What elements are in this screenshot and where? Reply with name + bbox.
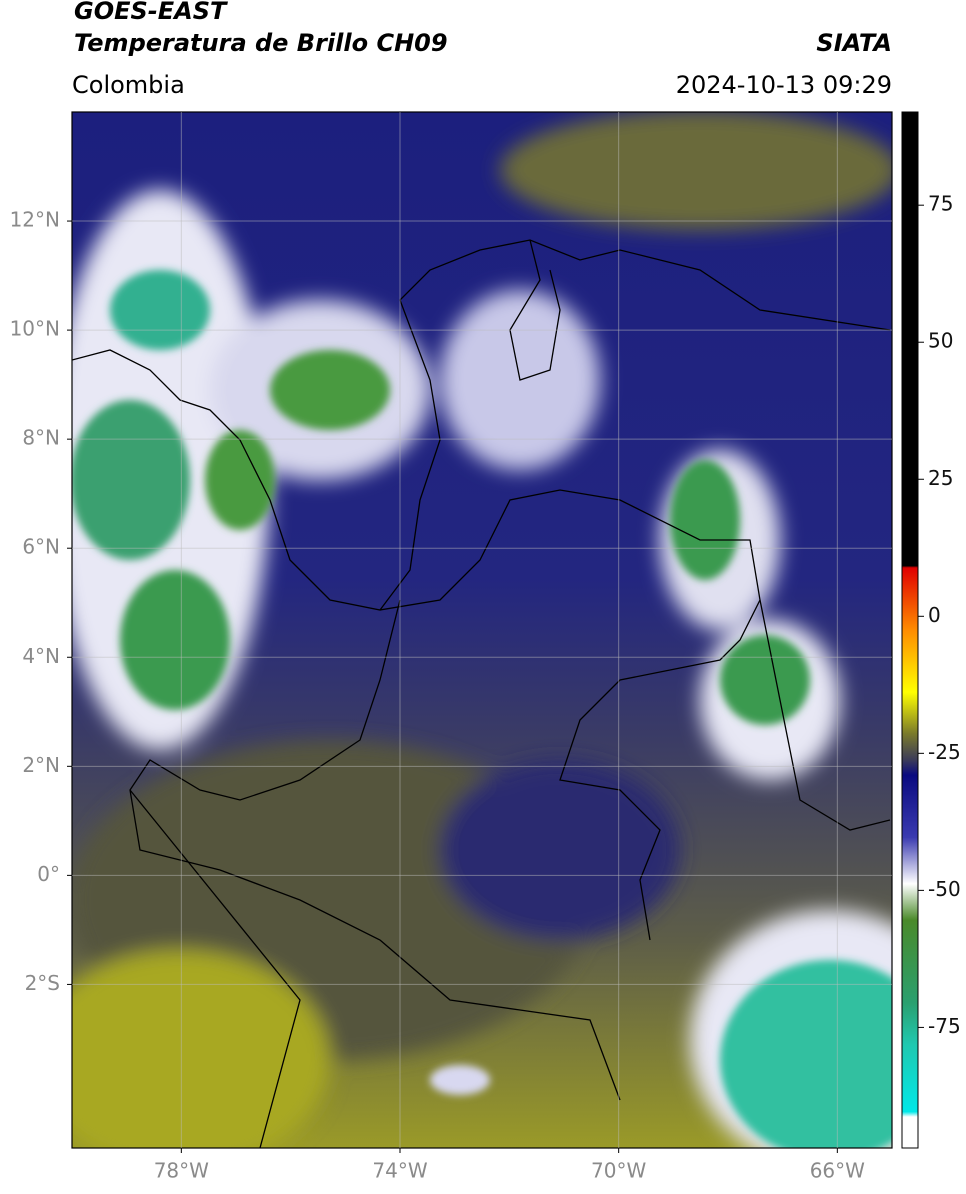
x-tick-label: 66°W [810, 1159, 865, 1183]
y-tick-label: 0° [37, 862, 60, 886]
satellite-image [72, 112, 892, 1148]
graticule: 78°W 74°W 70°W 66°W 12°N 10°N 8°N 6°N 4°N 2°N 0° 2°… [10, 112, 892, 1183]
colorbar-tick-label: -25 [928, 740, 961, 764]
y-tick-label: 8°N [22, 426, 60, 450]
y-tick-label: 6°N [22, 535, 60, 559]
colorbar [901, 111, 919, 1149]
title: GOES-EAST [74, 0, 228, 25]
colorbar-tick-label: 75 [928, 192, 953, 216]
colorbar-tick-label: 0 [928, 603, 941, 627]
x-tick-label: 70°W [591, 1159, 646, 1183]
x-tick-label: 78°W [154, 1159, 209, 1183]
datetime: 2024-10-13 09:29 [676, 71, 892, 99]
y-tick-label: 12°N [10, 208, 60, 232]
borders [72, 239, 891, 1148]
y-tick-label: 10°N [10, 317, 60, 341]
colorbar-ticks: 75 50 25 0 -25 -50 -75 [918, 192, 961, 1038]
colorbar-tick-label: 25 [928, 466, 953, 490]
x-tick-label: 74°W [372, 1159, 427, 1183]
header: GOES-EAST Temperatura de Brillo CH09 Col… [72, 0, 892, 99]
colorbar-tick-label: -50 [928, 877, 961, 901]
subtitle: Temperatura de Brillo CH09 [74, 29, 448, 57]
colorbar-tick-label: -75 [928, 1014, 961, 1038]
y-tick-label: 2°S [25, 971, 60, 995]
y-tick-label: 4°N [22, 644, 60, 668]
source: SIATA [816, 29, 892, 57]
y-tick-label: 2°N [22, 753, 60, 777]
colorbar-tick-label: 50 [928, 329, 953, 353]
map-frame [71, 111, 893, 1149]
region: Colombia [72, 71, 185, 99]
